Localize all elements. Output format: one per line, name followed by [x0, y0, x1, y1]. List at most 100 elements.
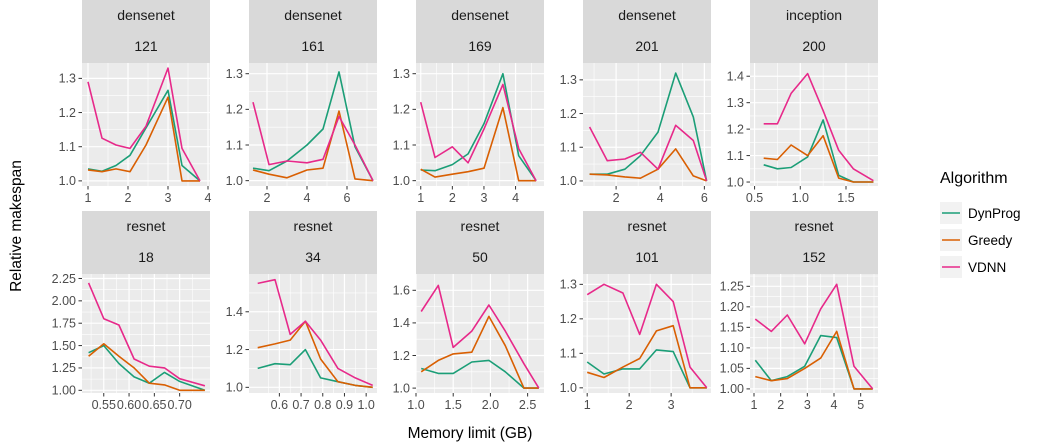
facet-strip	[249, 211, 377, 274]
y-tick-label: 1.25	[52, 361, 76, 375]
facet-panel: densenet 121 1 2 3 4 1.0 1.1 1.2 1.3	[59, 0, 212, 205]
x-tick-label: 3	[165, 191, 172, 205]
facet-panel: resnet 34 0.6 0.7 0.8 0.9 1.0 1.0 1.2 1.4	[226, 211, 377, 412]
y-tick-label: 1.0	[226, 381, 243, 395]
legend-label: VDNN	[968, 260, 1006, 275]
y-tick-label: 1.3	[59, 72, 76, 86]
facet-strip	[82, 0, 210, 63]
series-line-vdnn	[252, 102, 374, 182]
facet-strip-variant: 169	[468, 38, 492, 54]
y-tick-label: 1.4	[393, 316, 410, 330]
y-tick-label: 1.1	[59, 140, 76, 154]
legend-title: Algorithm	[940, 170, 1008, 187]
y-tick-label: 1.2	[59, 106, 76, 120]
x-tick-label: 0.9	[336, 398, 353, 412]
x-tick-label: 3	[804, 398, 811, 412]
y-tick-label: 1.05	[720, 362, 744, 376]
y-tick-label: 1.0	[393, 381, 410, 395]
series-line-greedy	[589, 148, 707, 182]
facet-strip-model: inception	[786, 7, 842, 23]
facet-strip-variant: 161	[301, 38, 325, 54]
facet-strip-model: resnet	[294, 218, 333, 234]
x-axis-title: Memory limit (GB)	[408, 425, 533, 442]
y-axis-title: Relative makespan	[8, 160, 25, 292]
series-line-greedy	[420, 106, 537, 182]
y-tick-label: 1.15	[720, 321, 744, 335]
facet-panel: resnet 101 1 2 3 1.0 1.1 1.2 1.3	[560, 211, 711, 412]
facet-panel: resnet 18 0.55 0.60 0.65 0.70 1.00 1.25 1.50 1.75…	[52, 211, 210, 412]
panel-background	[583, 63, 711, 186]
x-tick-label: 6	[344, 191, 351, 205]
panel-background	[249, 274, 377, 393]
legend-item: DynProg	[940, 202, 1021, 224]
y-tick-label: 1.75	[52, 317, 76, 331]
x-tick-label: 4	[205, 191, 212, 205]
legend: Algorithm DynProg Greedy VDNN	[940, 170, 1021, 278]
series-line-dynprog	[88, 344, 206, 392]
series-line-vdnn	[588, 124, 708, 182]
facet-panel: densenet 169 1 2 3 4 1.0 1.1 1.2 1.3	[393, 0, 544, 205]
x-tick-label: 1.5	[445, 398, 462, 412]
x-tick-label: 0.70	[167, 398, 191, 412]
y-tick-label: 1.0	[560, 381, 577, 395]
series-line-greedy	[87, 96, 200, 182]
panel-background	[583, 274, 711, 393]
facet-strip-model: resnet	[127, 218, 166, 234]
x-tick-label: 5	[857, 398, 864, 412]
y-tick-label: 1.4	[226, 305, 243, 319]
facet-strip-model: resnet	[628, 218, 667, 234]
facet-panel: resnet 50 1.0 1.5 2.0 2.5 1.0 1.2 1.4 1.6	[393, 211, 544, 412]
panel-background	[750, 274, 878, 393]
y-tick-label: 1.2	[560, 107, 577, 121]
x-tick-label: 2	[264, 191, 271, 205]
series-line-dynprog	[87, 89, 201, 182]
series-line-dynprog	[589, 72, 708, 182]
facet-strip	[750, 0, 878, 63]
x-tick-label: 6	[701, 191, 708, 205]
x-tick-label: 1	[85, 191, 92, 205]
facet-strip-model: densenet	[117, 7, 175, 23]
y-tick-label: 1.20	[720, 300, 744, 314]
x-tick-label: 3	[480, 191, 487, 205]
x-tick-label: 2.5	[519, 398, 536, 412]
facet-strip-model: resnet	[461, 218, 500, 234]
facet-strip	[583, 211, 711, 274]
x-tick-label: 1.0	[407, 398, 424, 412]
facet-panel: resnet 152 1 2 3 4 5 1.00 1.05 1.10 1.15 1.20 1.25	[720, 211, 878, 412]
series-line-greedy	[88, 342, 205, 392]
y-tick-label: 1.6	[393, 284, 410, 298]
series-line-greedy	[257, 320, 373, 389]
series-line-dynprog	[586, 349, 707, 389]
x-tick-label: 4	[304, 191, 311, 205]
facet-strip	[249, 0, 377, 63]
legend-label: DynProg	[968, 206, 1021, 221]
x-tick-label: 2	[613, 191, 620, 205]
y-tick-label: 2.25	[52, 272, 76, 286]
facet-strip-variant: 152	[802, 249, 826, 265]
panel-background	[82, 274, 210, 393]
y-tick-label: 1.0	[727, 175, 744, 189]
y-tick-label: 1.3	[560, 73, 577, 87]
x-tick-label: 1.0	[792, 191, 809, 205]
y-tick-label: 1.3	[226, 67, 243, 81]
facet-strip-variant: 121	[134, 38, 158, 54]
y-tick-label: 1.2	[727, 122, 744, 136]
series-line-vdnn	[87, 67, 201, 182]
series-line-vdnn	[763, 72, 874, 182]
y-tick-label: 1.00	[52, 384, 76, 398]
x-tick-label: 1.0	[357, 398, 374, 412]
legend-item: Greedy	[940, 229, 1013, 251]
y-tick-label: 1.2	[226, 103, 243, 117]
facet-strip-variant: 18	[138, 249, 154, 265]
x-tick-label: 3	[668, 398, 675, 412]
x-tick-label: 0.7	[292, 398, 309, 412]
x-tick-label: 0.60	[117, 398, 141, 412]
series-line-greedy	[252, 110, 374, 182]
series-line-dynprog	[420, 359, 539, 389]
x-tick-label: 2	[125, 191, 132, 205]
x-tick-label: 1	[751, 398, 758, 412]
y-tick-label: 2.00	[52, 294, 76, 308]
y-tick-label: 1.3	[727, 96, 744, 110]
x-tick-label: 2	[449, 191, 456, 205]
